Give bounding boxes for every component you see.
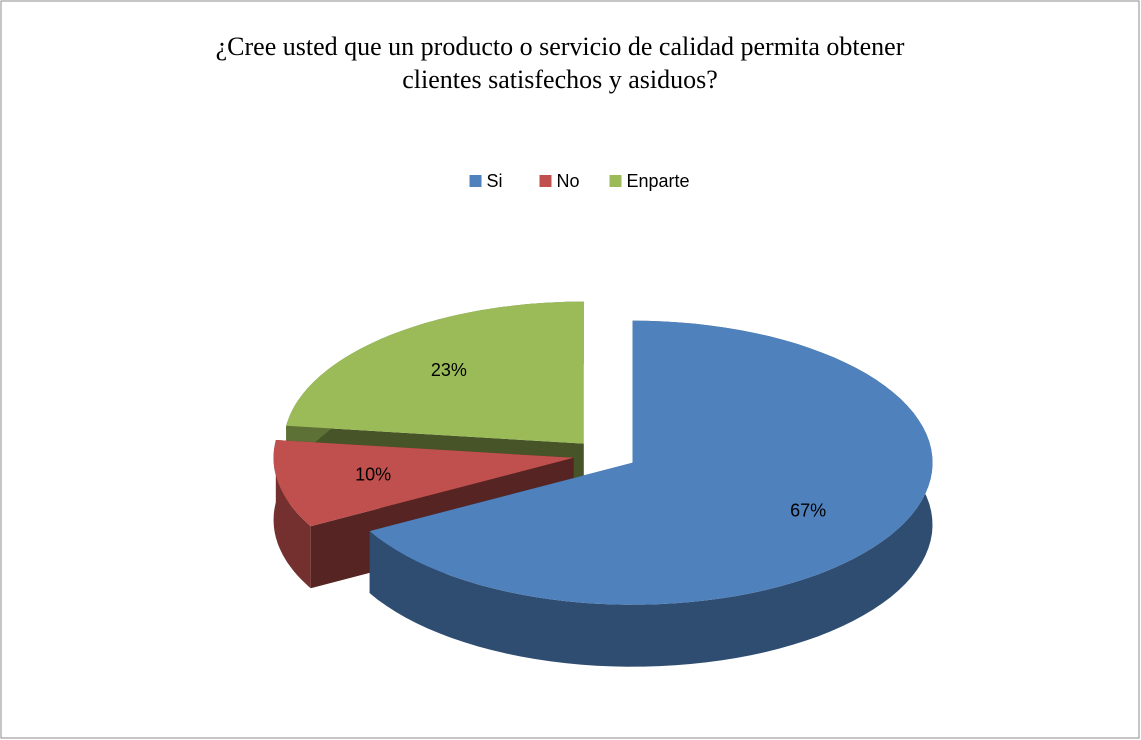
- data-label: 10%: [355, 465, 391, 485]
- legend-swatch: [609, 175, 622, 187]
- legend-label: Enparte: [627, 171, 690, 191]
- legend-swatch: [469, 175, 482, 187]
- legend-label: No: [557, 171, 580, 191]
- data-label: 23%: [431, 360, 467, 380]
- slice: [286, 301, 584, 444]
- chart-title: ¿Cree usted que un producto o servicio d…: [215, 32, 905, 94]
- pie: 67% 10% 23%: [273, 301, 933, 667]
- slice: [369, 320, 933, 605]
- legend-swatch: [539, 175, 552, 187]
- slice: [273, 440, 574, 527]
- slice-side: [273, 440, 311, 589]
- legend-label: Si: [487, 171, 503, 191]
- data-label: 67%: [790, 501, 826, 521]
- legend: Si No Enparte: [469, 171, 690, 191]
